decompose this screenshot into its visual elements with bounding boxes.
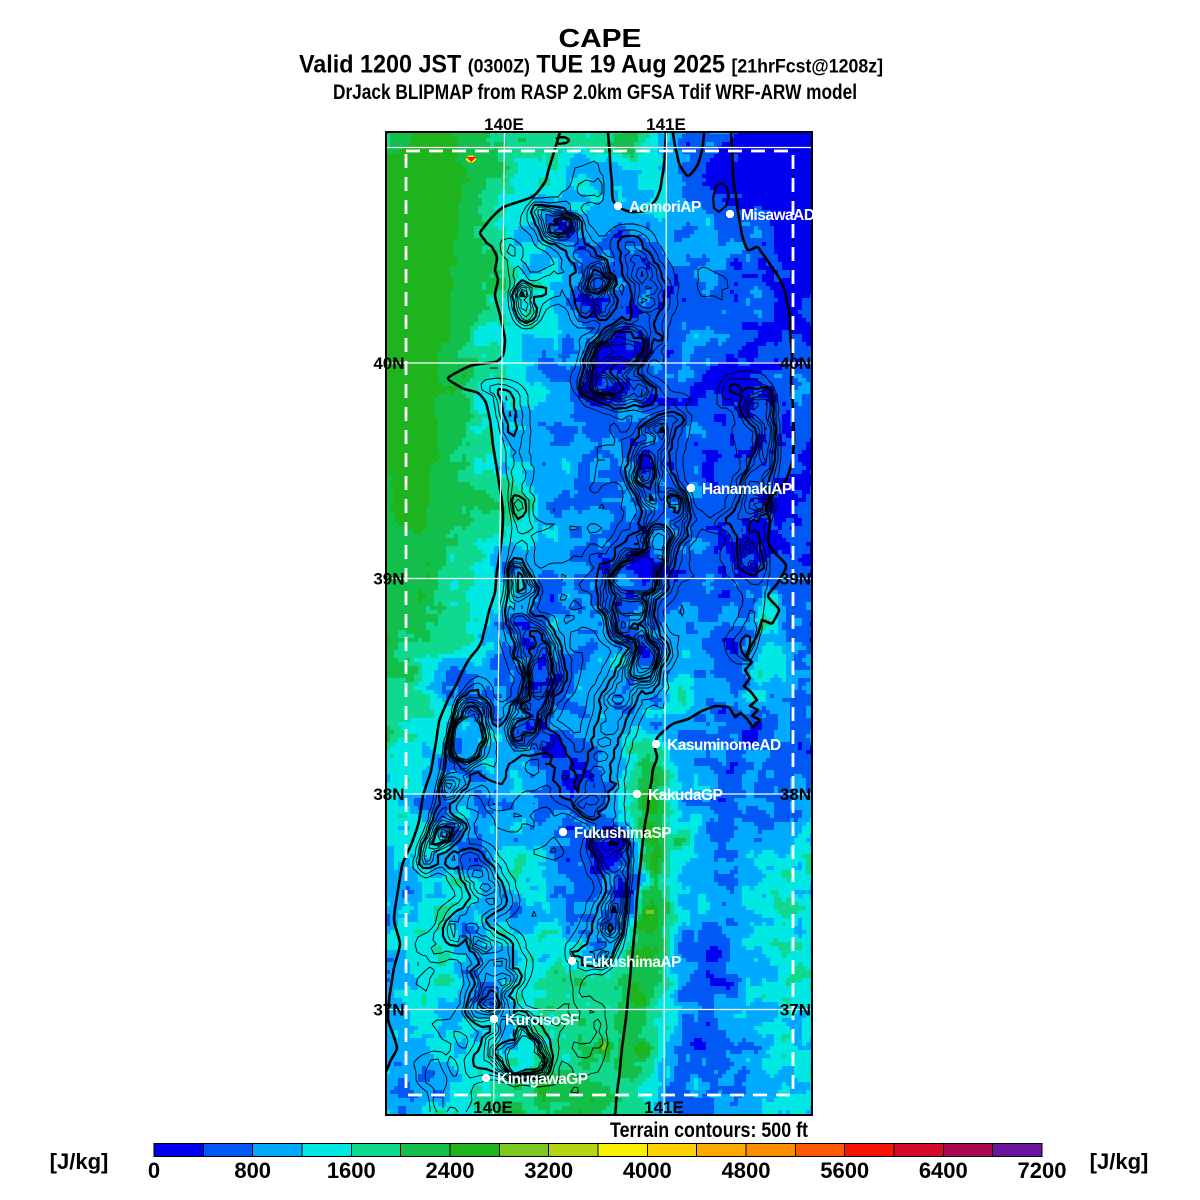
svg-text:140E: 140E: [473, 1098, 513, 1117]
svg-text:KuroisoSF: KuroisoSF: [505, 1012, 579, 1029]
svg-text:3200: 3200: [524, 1158, 573, 1183]
svg-text:HanamakiAP: HanamakiAP: [702, 481, 792, 498]
svg-text:141E: 141E: [644, 1098, 684, 1117]
svg-text:2400: 2400: [426, 1158, 475, 1183]
svg-text:[J/kg]: [J/kg]: [50, 1149, 109, 1174]
svg-text:1600: 1600: [327, 1158, 376, 1183]
svg-text:CAPE: CAPE: [559, 23, 642, 53]
svg-text:4000: 4000: [623, 1158, 672, 1183]
svg-text:5600: 5600: [820, 1158, 869, 1183]
svg-text:4800: 4800: [722, 1158, 771, 1183]
svg-text:40N: 40N: [780, 354, 811, 373]
svg-text:[J/kg]: [J/kg]: [1090, 1149, 1149, 1174]
svg-text:7200: 7200: [1018, 1158, 1067, 1183]
svg-text:140E: 140E: [484, 115, 524, 134]
svg-text:KasuminomeAD: KasuminomeAD: [667, 737, 781, 754]
svg-text:FukushimaAP: FukushimaAP: [583, 954, 681, 971]
svg-text:800: 800: [234, 1158, 271, 1183]
svg-text:37N: 37N: [780, 1001, 811, 1020]
svg-text:39N: 39N: [780, 570, 811, 589]
svg-text:38N: 38N: [373, 785, 404, 804]
svg-text:37N: 37N: [373, 1001, 404, 1020]
svg-text:FukushimaSP: FukushimaSP: [574, 825, 671, 842]
svg-text:KinugawaGP: KinugawaGP: [497, 1071, 588, 1088]
svg-text:KakudaGP: KakudaGP: [648, 787, 723, 804]
svg-text:AomoriAP: AomoriAP: [629, 199, 701, 216]
svg-text:6400: 6400: [919, 1158, 968, 1183]
svg-text:38N: 38N: [780, 785, 811, 804]
svg-text:DrJack BLIPMAP from RASP 2.0km: DrJack BLIPMAP from RASP 2.0km GFSA Tdif…: [333, 81, 857, 104]
svg-text:0: 0: [148, 1158, 160, 1183]
svg-text:141E: 141E: [646, 115, 686, 134]
svg-text:39N: 39N: [373, 570, 404, 589]
svg-text:MisawaAD: MisawaAD: [741, 207, 815, 224]
svg-text:Terrain contours: 500 ft: Terrain contours: 500 ft: [610, 1119, 808, 1142]
svg-text:40N: 40N: [373, 354, 404, 373]
